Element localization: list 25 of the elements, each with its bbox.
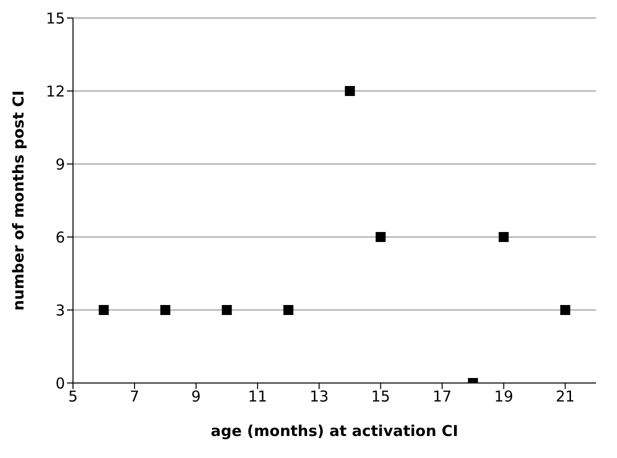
x-tick-label: 21 [556, 388, 575, 406]
y-axis-title: number of months post CI [9, 90, 28, 311]
x-tick-label: 5 [68, 388, 78, 406]
x-axis-title: age (months) at activation CI [210, 422, 458, 440]
x-tick-label: 9 [191, 388, 201, 406]
point [376, 232, 386, 242]
point [98, 305, 109, 315]
y-tick-label: 6 [55, 228, 65, 246]
point [222, 305, 232, 315]
y-tick-label: 0 [55, 374, 65, 392]
point [560, 305, 570, 315]
point [283, 305, 294, 315]
x-tick-label: 7 [130, 388, 140, 406]
y-tick-label: 15 [46, 9, 65, 28]
x-tick-label: 15 [371, 388, 390, 406]
point [344, 86, 355, 96]
point [498, 232, 509, 242]
x-tick-label: 17 [432, 388, 452, 406]
point [160, 305, 170, 315]
x-tick-label: 19 [494, 388, 514, 406]
y-tick-label: 9 [55, 155, 65, 174]
x-tick-label: 13 [310, 388, 329, 406]
y-tick-label: 12 [46, 82, 65, 100]
y-tick-label: 3 [55, 301, 65, 320]
x-tick-label: 11 [248, 388, 268, 406]
